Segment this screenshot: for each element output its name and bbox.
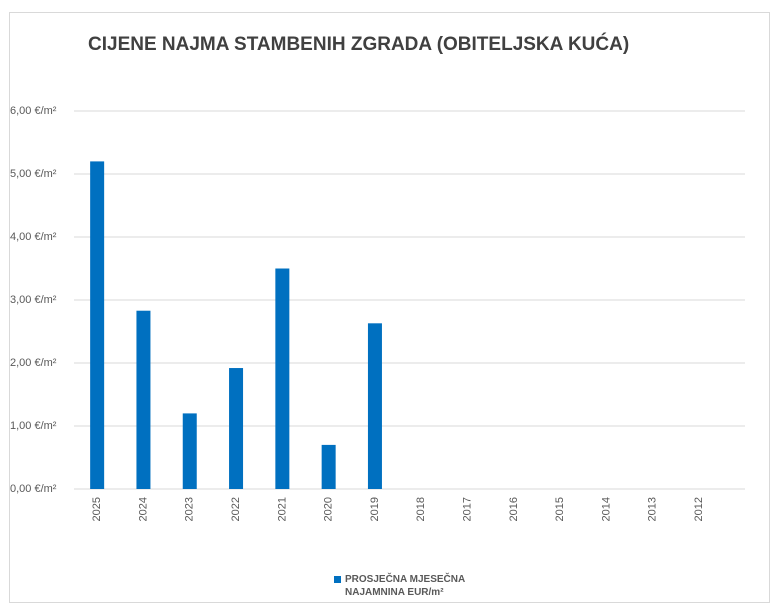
x-tick-label: 2015 — [554, 497, 566, 521]
y-tick-label: 0,00 €/m² — [10, 483, 57, 495]
x-tick-label: 2017 — [461, 497, 473, 521]
legend: PROSJEČNA MJESEČNA NAJAMNINA EUR/m² — [334, 573, 475, 599]
chart-title: CIJENE NAJMA STAMBENIH ZGRADA (OBITELJSK… — [88, 33, 629, 55]
legend-label: PROSJEČNA MJESEČNA NAJAMNINA EUR/m² — [345, 574, 465, 598]
x-tick-label: 2016 — [508, 497, 520, 521]
x-tick-label: 2025 — [91, 497, 103, 521]
bar — [136, 310, 151, 489]
x-tick-label: 2023 — [184, 497, 196, 521]
bar — [229, 368, 244, 489]
bar — [275, 268, 290, 489]
y-tick-label: 6,00 €/m² — [10, 105, 57, 117]
x-tick-label: 2013 — [647, 497, 659, 521]
bar — [367, 323, 382, 489]
x-tick-label: 2024 — [137, 497, 149, 521]
y-tick-label: 2,00 €/m² — [10, 357, 57, 369]
x-tick-label: 2014 — [600, 497, 612, 521]
bar — [321, 444, 336, 489]
x-tick-label: 2018 — [415, 497, 427, 521]
y-tick-label: 5,00 €/m² — [10, 168, 57, 180]
y-tick-label: 4,00 €/m² — [10, 231, 57, 243]
x-tick-label: 2019 — [369, 497, 381, 521]
x-tick-label: 2022 — [230, 497, 242, 521]
x-tick-label: 2020 — [323, 497, 335, 521]
y-tick-label: 1,00 €/m² — [10, 420, 57, 432]
y-tick-label: 3,00 €/m² — [10, 294, 57, 306]
x-tick-label: 2021 — [276, 497, 288, 521]
x-tick-label: 2012 — [693, 497, 705, 521]
legend-swatch — [334, 576, 341, 583]
bar — [90, 161, 105, 489]
bar — [182, 413, 197, 489]
